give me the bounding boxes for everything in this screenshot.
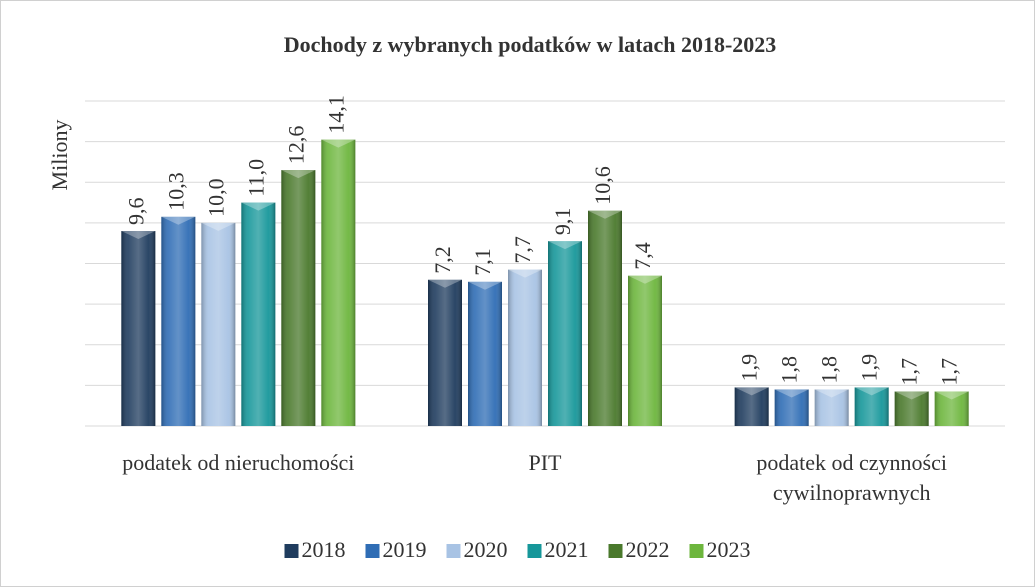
chart-title: Dochody z wybranych podatków w latach 20… bbox=[284, 32, 777, 57]
value-label: 9,1 bbox=[550, 208, 575, 236]
bar-bevel bbox=[628, 275, 662, 284]
legend-swatch bbox=[284, 544, 299, 558]
bar-bevel bbox=[428, 279, 462, 288]
bar bbox=[281, 170, 316, 426]
legend-label: 2019 bbox=[383, 537, 427, 562]
bar bbox=[588, 210, 622, 426]
value-label: 14,1 bbox=[323, 95, 348, 134]
legend-swatch bbox=[365, 544, 380, 558]
value-label: 7,2 bbox=[430, 246, 455, 274]
bar bbox=[428, 279, 462, 426]
y-axis-label: Miliony bbox=[47, 120, 72, 191]
bar-bevel bbox=[121, 231, 156, 239]
value-label: 10,3 bbox=[163, 172, 188, 211]
bar-bevel bbox=[588, 210, 622, 219]
value-label: 1,7 bbox=[937, 358, 962, 386]
bar bbox=[201, 222, 236, 426]
bar bbox=[508, 269, 542, 426]
value-label: 11,0 bbox=[243, 159, 268, 197]
legend-label: 2020 bbox=[464, 537, 508, 562]
value-label: 10,6 bbox=[590, 166, 615, 205]
legend-swatch bbox=[446, 544, 461, 558]
bar-bevel bbox=[934, 391, 969, 400]
bar bbox=[161, 216, 196, 426]
bar-bevel bbox=[508, 269, 542, 278]
bar-bevel bbox=[281, 170, 316, 179]
value-label: 12,6 bbox=[283, 126, 308, 165]
value-label: 1,9 bbox=[857, 354, 882, 382]
value-label: 10,0 bbox=[203, 178, 228, 217]
bar bbox=[121, 231, 156, 426]
value-label: 1,8 bbox=[817, 356, 842, 384]
x-tick-label: PIT bbox=[529, 450, 563, 475]
value-label: 1,9 bbox=[737, 354, 762, 382]
legend-swatch bbox=[689, 544, 704, 558]
bar bbox=[628, 275, 662, 426]
bar bbox=[548, 241, 582, 426]
legend-swatch bbox=[608, 544, 623, 558]
bar-bevel bbox=[894, 391, 929, 400]
legend-label: 2018 bbox=[302, 537, 346, 562]
bar bbox=[241, 202, 276, 426]
legend: 2018 2019 2020 2021 2022 2023 bbox=[284, 537, 751, 562]
value-label: 9,6 bbox=[123, 198, 148, 226]
bar-bevel bbox=[774, 389, 809, 398]
value-label: 1,7 bbox=[897, 358, 922, 386]
bar-bevel bbox=[241, 202, 276, 211]
bar-bevel bbox=[734, 387, 769, 396]
legend-label: 2021 bbox=[545, 537, 589, 562]
bar-bevel bbox=[201, 222, 236, 231]
legend-label: 2022 bbox=[626, 537, 670, 562]
value-label: 7,1 bbox=[470, 248, 495, 276]
bar-bevel bbox=[468, 281, 502, 290]
bar-bevel bbox=[321, 139, 356, 148]
bar bbox=[321, 139, 356, 426]
bar-bevel bbox=[854, 387, 889, 396]
bar-bevel bbox=[814, 389, 849, 398]
value-label: 7,7 bbox=[510, 236, 535, 264]
x-tick-label: podatek od nieruchomości bbox=[122, 450, 354, 475]
legend-swatch bbox=[527, 544, 542, 558]
bar bbox=[468, 281, 502, 426]
bar-bevel bbox=[161, 216, 196, 225]
x-tick-label: podatek od czynności cywilnoprawnych bbox=[756, 450, 947, 505]
legend-label: 2023 bbox=[707, 537, 751, 562]
value-label: 7,4 bbox=[630, 242, 655, 270]
value-label: 1,8 bbox=[777, 356, 802, 384]
bar-bevel bbox=[548, 241, 582, 250]
